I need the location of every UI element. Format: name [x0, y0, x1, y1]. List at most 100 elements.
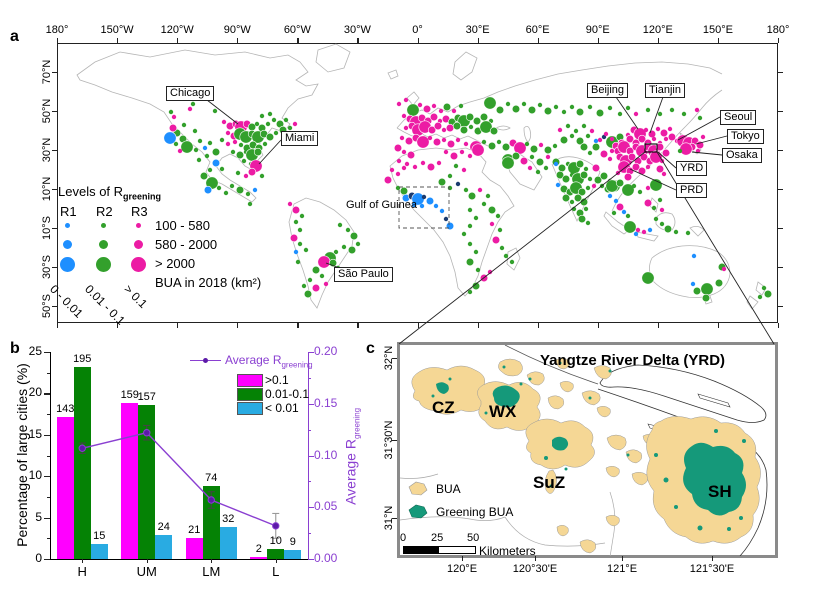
bar-UM-2: [155, 535, 173, 559]
city-label-suz: SuZ: [533, 473, 566, 492]
magenta-swatch-label: >0.1: [265, 373, 289, 387]
bar-L-1: [267, 549, 285, 559]
line-legend-sample-left: [190, 360, 203, 362]
line-legend-label-main: Average R: [225, 353, 282, 367]
left-y-axis: [50, 352, 52, 560]
greening-bua-legend-label: Greening BUA: [436, 505, 514, 519]
map-x-tick-bottom: [717, 323, 720, 328]
b-left-tick: [44, 476, 50, 478]
b-right-tick-label: 0.15: [314, 395, 338, 410]
map-y-tick: [52, 111, 57, 113]
legend-dot-r3-small: [136, 223, 141, 228]
legend-bua-title: BUA in 2018 (km²): [155, 275, 262, 290]
b-left-minor-tick: [47, 372, 50, 374]
b-right-tick: [308, 403, 314, 405]
b-right-tick: [308, 352, 314, 354]
map-x-tick-label: 150°W: [100, 24, 134, 36]
seoul-callout: Seoul: [720, 110, 757, 125]
b-x-tick: [211, 559, 213, 563]
map-x-tick: [417, 38, 419, 43]
c-x-tick-label: 121°30'E: [689, 563, 735, 575]
b-right-tick-label: 0.20: [314, 344, 338, 358]
map-x-tick-label: 120°W: [160, 24, 194, 36]
c-x-tick: [622, 556, 624, 561]
bar-H-0: [56, 417, 74, 559]
map-x-tick: [597, 38, 599, 43]
right-y-axis-title: Average Rgreening: [343, 381, 362, 531]
bar-UM-1: [138, 404, 156, 559]
b-right-tick: [308, 455, 314, 457]
r-levels-legend-title: Levels of Rgreening: [58, 184, 161, 202]
x-axis: [50, 559, 309, 561]
b-left-tick: [44, 559, 50, 561]
b-x-tick: [82, 559, 84, 563]
map-x-tick-label: 30°W: [343, 24, 371, 36]
map-x-tick-bottom: [357, 323, 359, 328]
blue-swatch: [237, 402, 263, 415]
c-x-tick-label: 121°E: [606, 563, 638, 575]
b-left-minor-tick: [47, 538, 50, 540]
scale-unit-label: Kilometers: [479, 544, 536, 558]
b-left-tick: [44, 352, 50, 354]
c-y-tick: [392, 518, 397, 520]
map-x-tick-bottom: [297, 323, 299, 328]
category-label: UM: [136, 564, 157, 579]
map-x-tick: [177, 38, 179, 43]
map-x-tick: [357, 38, 359, 43]
b-x-tick: [146, 559, 148, 563]
map-y-tick-right: [778, 228, 783, 230]
b-left-minor-tick: [47, 414, 50, 416]
scale-0: 0: [400, 532, 407, 544]
map-x-tick-label: 120°E: [642, 24, 673, 36]
c-x-tick: [535, 556, 537, 561]
bar-count-label: 74: [205, 471, 218, 484]
map-x-tick-label: 90°E: [585, 24, 610, 36]
bar-count-label: 32: [222, 513, 235, 526]
panel-a-label: a: [10, 28, 19, 45]
map-x-tick: [477, 38, 479, 43]
b-left-tick: [44, 393, 50, 395]
city-label-sh: SH: [708, 482, 732, 501]
map-x-tick-bottom: [537, 323, 539, 328]
map-x-tick-bottom: [597, 323, 599, 328]
map-y-tick-right: [778, 72, 783, 74]
bar-LM-2: [219, 527, 237, 559]
map-y-tick-right: [778, 111, 783, 113]
bar-H-2: [90, 543, 108, 559]
map-x-tick: [537, 38, 539, 43]
b-right-tick: [308, 559, 314, 561]
legend-size-small-label: 100 - 580: [155, 218, 210, 233]
map-x-tick-label: 90°W: [223, 24, 251, 36]
map-x-tick-bottom: [237, 323, 239, 328]
bar-L-0: [250, 556, 268, 559]
bar-count-label: 159: [120, 388, 139, 401]
b-right-minor-tick: [308, 481, 311, 483]
beijing-callout: Beijing: [587, 83, 629, 98]
map-x-tick-label: 60°W: [283, 24, 311, 36]
map-x-tick-bottom: [657, 323, 660, 328]
bar-count-label: 157: [137, 390, 156, 403]
scale-50: 50: [467, 532, 480, 544]
r-levels-legend-title-main: Levels of R: [58, 184, 124, 199]
miami-callout: Miami: [281, 131, 319, 146]
c-x-tick: [712, 556, 714, 561]
map-x-tick: [237, 38, 239, 43]
map-x-tick-bottom: [57, 323, 59, 328]
b-left-tick-label: 5: [35, 509, 42, 524]
legend-col-r3: R3: [131, 204, 148, 219]
b-right-tick-label: 0.00: [314, 551, 338, 565]
legend-dot-r1-large: [60, 257, 75, 272]
map-y-tick: [52, 267, 57, 269]
left-y-axis-title: Percentage of large cities (%): [14, 363, 30, 547]
map-x-tick-bottom: [477, 323, 479, 328]
map-x-tick: [657, 38, 660, 43]
b-right-minor-tick: [308, 377, 311, 379]
category-label: L: [272, 564, 280, 579]
map-x-tick-bottom: [117, 323, 119, 328]
b-left-tick-label: 25: [28, 344, 42, 358]
map-x-tick: [57, 38, 59, 43]
map-x-tick-label: 0°: [412, 24, 423, 36]
green-swatch-label: 0.01-0.1: [265, 387, 310, 401]
panel-c-label: c: [366, 340, 375, 357]
b-left-tick: [44, 434, 50, 436]
